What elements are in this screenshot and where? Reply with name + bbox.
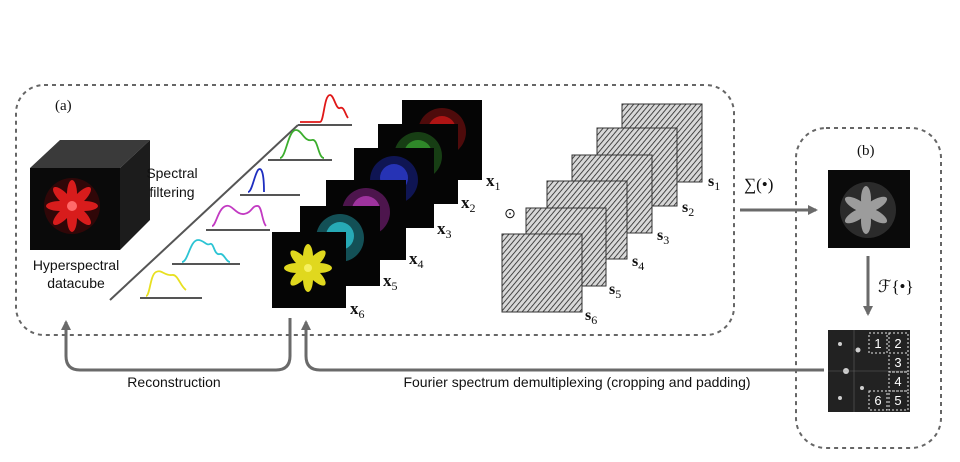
- spectrum-region-4: 4: [894, 374, 901, 389]
- filtering-baselines: [140, 124, 352, 299]
- filter-curve-1: [300, 94, 349, 123]
- pattern-labels: s1 s2 s3 s4 s5 s6: [585, 173, 720, 327]
- filtering-axis: [109, 124, 299, 301]
- pattern-label-3: s3: [657, 227, 669, 247]
- reconstruction-label: Reconstruction: [127, 374, 220, 390]
- datacube-flower-image: [44, 178, 100, 234]
- spectrum-region-3: 3: [894, 355, 901, 370]
- fourier-spectrum-image: [828, 330, 910, 412]
- pattern-label-4: s4: [632, 253, 644, 273]
- panel-a-label: (a): [55, 98, 72, 114]
- datacube-label-line1: Hyperspectral: [33, 257, 119, 273]
- filtering-label-line2: filtering: [149, 184, 194, 200]
- channel-label-2: x2: [461, 193, 476, 215]
- filter-curve-5: [181, 239, 231, 263]
- filter-curve-2: [279, 129, 325, 159]
- sum-operator-label: ∑(•): [744, 175, 773, 194]
- channel-labels: x1 x2 x3 x4 x5 x6: [350, 171, 501, 321]
- pattern-stack: [501, 103, 703, 313]
- multiplexed-image: [828, 170, 910, 248]
- panel-b-label: (b): [857, 143, 875, 159]
- datacube-label-line2: datacube: [47, 275, 105, 291]
- filtering-label-line1: Spectral: [146, 165, 197, 181]
- reconstruction-arrow: [61, 318, 292, 372]
- channel-label-1: x1: [486, 171, 501, 193]
- spectrum-region-labels: 1 2 3 4 6 5: [874, 336, 901, 408]
- demux-label: Fourier spectrum demultiplexing (croppin…: [403, 374, 750, 390]
- filter-curve-6: [145, 270, 187, 297]
- channel-label-6: x6: [350, 299, 365, 321]
- spectrum-region-1: 1: [874, 336, 881, 351]
- pattern-label-6: s6: [585, 307, 597, 327]
- filter-curve-3: [247, 168, 265, 193]
- hadamard-product-symbol: ⊙: [504, 207, 516, 222]
- panel-b-frame: [795, 127, 942, 449]
- channel-label-4: x4: [409, 249, 424, 271]
- channel-image-6: [272, 232, 346, 308]
- filter-curve-4: [211, 204, 267, 227]
- spectrum-region-2: 2: [894, 336, 901, 351]
- demux-arrow: [301, 320, 824, 372]
- pattern-label-2: s2: [682, 199, 694, 219]
- channel-label-3: x3: [437, 219, 452, 241]
- panel-a-frame: [15, 84, 735, 336]
- hyperspectral-datacube: [30, 140, 150, 250]
- spectrum-region-5: 5: [894, 393, 901, 408]
- pattern-label-1: s1: [708, 173, 720, 193]
- channel-image-stack: [272, 100, 482, 308]
- channel-label-5: x5: [383, 271, 398, 293]
- filter-curves: [145, 94, 349, 297]
- pattern-6: [501, 233, 583, 313]
- fourier-operator-label: ℱ{•}: [878, 277, 914, 296]
- spectrum-region-6: 6: [874, 393, 881, 408]
- pattern-label-5: s5: [609, 281, 621, 301]
